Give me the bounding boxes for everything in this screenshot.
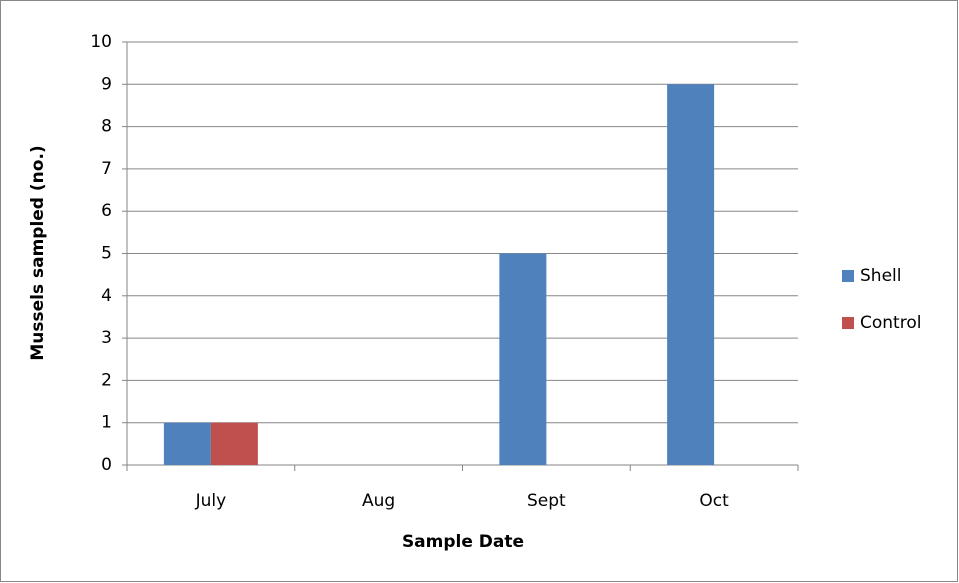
x-tick-label: Sept bbox=[527, 491, 566, 511]
legend-label: Control bbox=[860, 313, 921, 333]
legend-swatch bbox=[842, 317, 854, 329]
y-tick-label: 9 bbox=[101, 74, 112, 94]
bar bbox=[499, 253, 547, 465]
x-tick-label: July bbox=[195, 491, 227, 511]
x-axis-label: Sample Date bbox=[402, 532, 524, 552]
bar bbox=[667, 84, 715, 466]
legend-label: Shell bbox=[860, 266, 901, 286]
bar bbox=[163, 422, 211, 465]
y-tick-label: 0 bbox=[101, 455, 112, 475]
legend-swatch bbox=[842, 270, 854, 282]
y-tick-label: 3 bbox=[101, 328, 112, 348]
x-tick-label: Aug bbox=[362, 491, 395, 511]
y-axis-label: Mussels sampled (no.) bbox=[28, 145, 48, 360]
x-tick-label: Oct bbox=[699, 491, 729, 511]
y-tick-label: 5 bbox=[101, 244, 112, 264]
y-tick-label: 4 bbox=[101, 286, 112, 306]
bar bbox=[210, 422, 258, 465]
y-tick-label: 1 bbox=[101, 413, 112, 433]
y-tick-label: 6 bbox=[101, 201, 112, 221]
y-tick-label: 7 bbox=[101, 159, 112, 179]
y-tick-label: 2 bbox=[101, 370, 112, 390]
y-tick-label: 10 bbox=[90, 32, 112, 52]
y-tick-label: 8 bbox=[101, 117, 112, 137]
